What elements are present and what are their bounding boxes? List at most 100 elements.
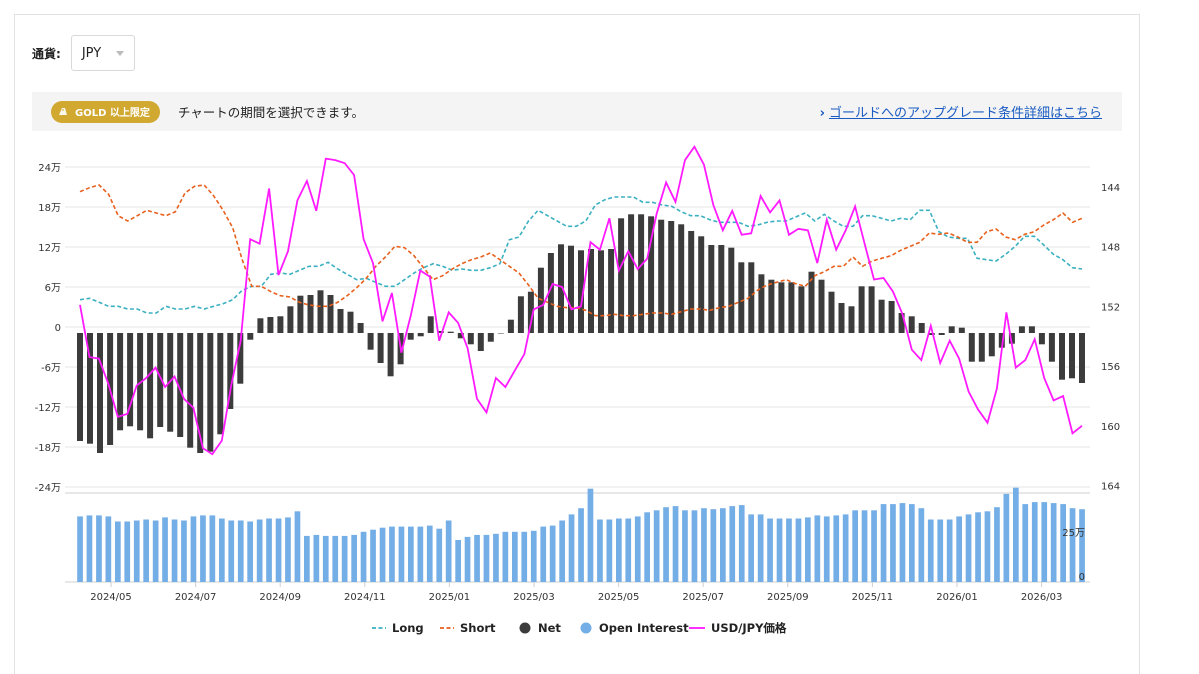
open-interest-bar — [805, 517, 811, 582]
open-interest-bar — [909, 504, 915, 582]
open-interest-bar — [77, 516, 83, 582]
long-line — [79, 196, 1083, 314]
legend-item: Short — [440, 621, 496, 635]
x-axis-tick: 2024/11 — [344, 592, 386, 603]
legend-label: Open Interest — [599, 621, 689, 635]
open-interest-bar — [597, 519, 603, 582]
open-interest-bar — [493, 533, 499, 582]
open-interest-bar — [398, 526, 405, 582]
net-bar — [1069, 333, 1075, 379]
right-axis-tick: 164 — [1101, 482, 1120, 493]
net-bar — [998, 333, 1005, 348]
net-bar — [127, 333, 134, 427]
net-bar — [347, 311, 354, 333]
open-interest-bar — [691, 510, 698, 583]
net-bar — [978, 333, 985, 362]
net-bar — [1079, 333, 1085, 383]
net-bar — [417, 333, 424, 337]
open-interest-bar — [720, 508, 726, 582]
open-interest-bar — [105, 516, 112, 582]
net-bar — [1048, 333, 1055, 362]
open-interest-bar — [181, 520, 187, 582]
open-interest-bar — [124, 521, 131, 582]
left-axis-tick: -6万 — [41, 363, 61, 374]
net-bar — [628, 214, 635, 333]
net-bar — [387, 333, 394, 377]
open-interest-bar — [880, 504, 887, 582]
legend-label: Long — [392, 621, 424, 635]
open-interest-bar — [814, 515, 821, 582]
open-interest-bar — [228, 520, 235, 582]
x-axis-tick: 2024/09 — [259, 592, 301, 603]
open-interest-bar — [521, 531, 528, 582]
left-axis-tick: -24万 — [35, 483, 61, 494]
net-bar — [558, 244, 564, 333]
net-bar — [908, 316, 915, 333]
x-axis-tick: 2025/01 — [429, 592, 471, 603]
net-bar — [1008, 333, 1015, 344]
open-interest-bar — [1069, 508, 1076, 582]
open-interest-bar — [474, 534, 480, 582]
net-bar — [377, 333, 384, 363]
x-axis-tick: 2025/07 — [682, 592, 724, 603]
open-interest-bar — [823, 516, 830, 582]
upgrade-link-label: ゴールドへのアップグレード条件詳細はこちら — [828, 106, 1102, 121]
open-interest-bar — [1013, 487, 1019, 582]
open-interest-bar — [937, 519, 944, 582]
series-lines — [79, 144, 1083, 456]
open-interest-bar — [275, 518, 282, 582]
open-interest-bar — [96, 515, 102, 582]
open-interest-bar — [1041, 502, 1048, 582]
net-bar — [507, 319, 514, 333]
oi-axis-tick: 0 — [1079, 572, 1085, 583]
x-axis-tick: 2025/03 — [513, 592, 555, 603]
net-bar — [608, 249, 615, 333]
oi-axis-tick: 25万 — [1062, 528, 1085, 539]
net-bar — [367, 333, 374, 350]
open-interest-bar — [918, 508, 925, 582]
net-bar — [307, 295, 314, 333]
x-axis-tick: 2025/05 — [598, 592, 640, 603]
open-interest-bar — [852, 510, 858, 583]
open-interest-bar — [927, 519, 934, 582]
net-bar — [537, 267, 544, 333]
open-interest-bar — [1050, 503, 1057, 582]
open-interest-bar — [663, 507, 669, 582]
net-bar — [848, 306, 855, 333]
net-bar — [758, 274, 765, 333]
legend-item: USD/JPY価格 — [689, 621, 787, 635]
net-bar — [598, 250, 604, 333]
open-interest-bar — [436, 528, 443, 582]
open-interest-bar — [606, 519, 613, 582]
open-interest-bar — [861, 510, 868, 583]
net-bar — [578, 250, 584, 333]
open-interest-bar — [748, 514, 754, 582]
net-bar — [267, 317, 274, 333]
net-bar — [117, 333, 124, 431]
open-interest-bar — [786, 518, 792, 582]
open-interest-bar — [389, 526, 395, 582]
left-axis: 24万 18万 12万 6万 0 -6万 -12万 -18万 -24万 — [35, 163, 61, 494]
net-bar — [187, 333, 194, 448]
net-bars — [77, 214, 1085, 453]
net-bar — [137, 333, 144, 431]
net-bar — [257, 318, 264, 333]
gold-badge-label: GOLD 以上限定 — [75, 108, 150, 119]
net-bar — [147, 333, 154, 439]
upgrade-link[interactable]: › ゴールドへのアップグレード条件詳細はこちら — [820, 102, 1102, 121]
net-bar — [678, 224, 685, 333]
net-bar — [768, 279, 775, 333]
left-axis-tick: 18万 — [38, 203, 61, 214]
open-interest-bar — [653, 510, 660, 583]
open-interest-bar — [738, 505, 745, 582]
net-bar — [718, 245, 725, 333]
open-interest-bar — [956, 516, 962, 582]
banner-text: チャートの期間を選択できます。 — [177, 105, 365, 120]
net-bar — [427, 316, 434, 333]
open-interest-bar — [994, 507, 1000, 582]
open-interest-bar — [483, 534, 490, 582]
open-interest-bar — [1003, 493, 1010, 582]
currency-label: 通貨: — [32, 46, 61, 61]
currency-select[interactable]: JPY — [70, 35, 135, 71]
left-axis-tick: -12万 — [35, 403, 61, 414]
